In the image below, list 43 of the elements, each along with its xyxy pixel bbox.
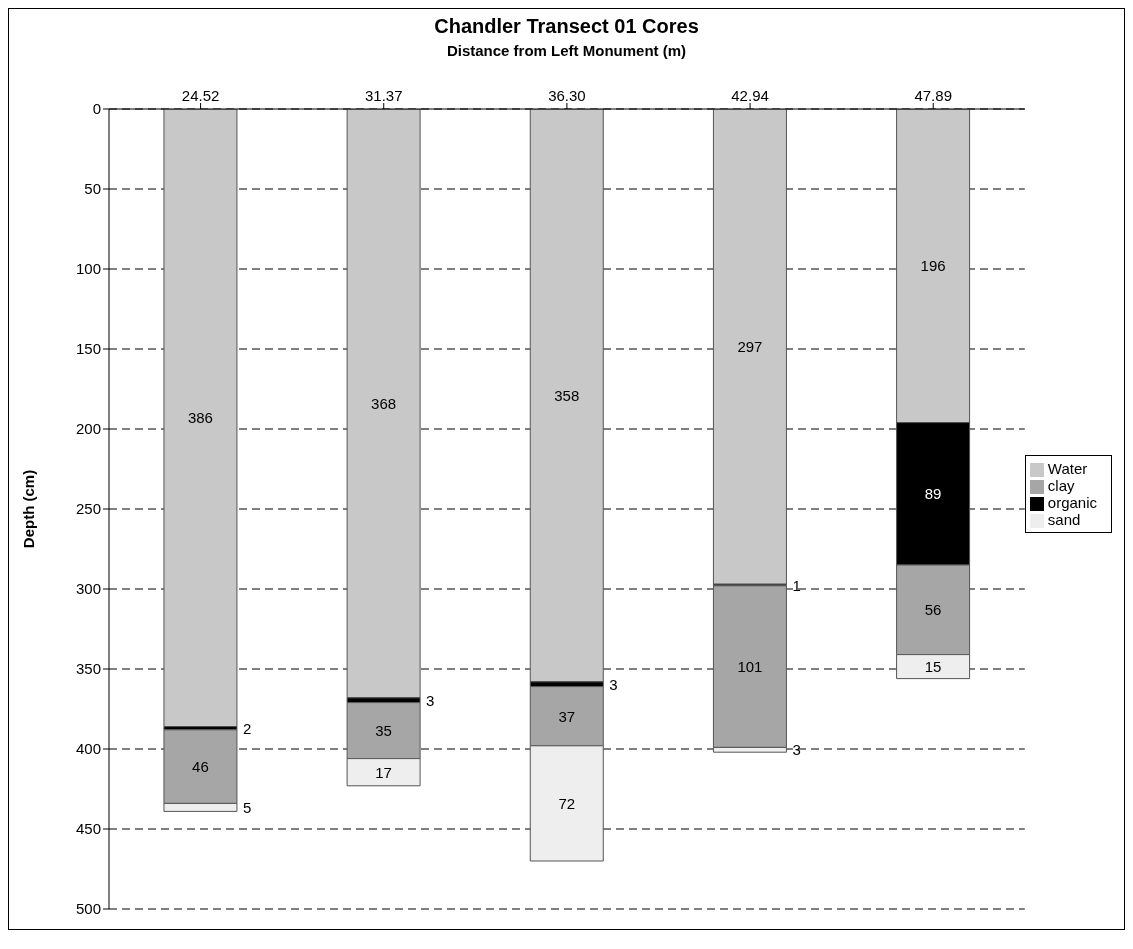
data-label: 37 (558, 707, 576, 725)
data-label: 72 (558, 794, 576, 812)
data-label: 3 (609, 675, 618, 693)
data-label: 3 (426, 691, 435, 709)
y-tick-label: 50 (84, 180, 101, 198)
x-axis-title: Distance from Left Monument (m) (445, 42, 688, 59)
x-tick-label: 42.94 (731, 87, 769, 104)
chart-title: Chandler Transect 01 Cores (433, 15, 700, 38)
y-tick-label: 150 (75, 340, 101, 358)
data-label: 368 (371, 394, 397, 412)
y-tick-label: 450 (75, 820, 101, 838)
y-tick-label: 100 (75, 260, 101, 278)
x-tick-label: 31.37 (364, 87, 403, 104)
x-tick-label: 36.30 (548, 87, 586, 104)
y-tick-label: 250 (75, 500, 101, 518)
legend-label: organic (1047, 494, 1097, 511)
y-tick-label: 350 (75, 660, 101, 678)
data-label: 56 (924, 601, 942, 619)
data-label: 5 (242, 798, 252, 816)
data-label: 297 (737, 338, 763, 356)
y-tick-label: 0 (92, 100, 101, 118)
data-label: 17 (375, 763, 392, 781)
y-tick-label: 500 (75, 900, 101, 918)
legend-label: Water (1047, 459, 1088, 477)
legend-label: sand (1047, 511, 1081, 529)
data-label: 3 (792, 741, 801, 759)
y-axis-title: Depth (cm) (20, 469, 38, 549)
data-label: 358 (554, 386, 580, 404)
data-label: 89 (924, 485, 942, 503)
data-label: 2 (242, 719, 252, 737)
y-tick-label: 400 (75, 740, 101, 758)
data-label: 101 (737, 658, 763, 676)
x-tick-label: 24.52 (181, 87, 220, 104)
data-label: 46 (192, 758, 209, 776)
data-label: 15 (924, 658, 942, 676)
data-label: 35 (375, 722, 392, 740)
y-tick-label: 200 (75, 420, 101, 438)
data-label: 196 (920, 257, 946, 275)
data-label: 386 (187, 409, 213, 427)
data-label: 1 (792, 576, 801, 594)
legend-label: clay (1047, 476, 1075, 494)
y-tick-label: 300 (75, 580, 101, 598)
x-tick-label: 47.89 (914, 87, 952, 104)
